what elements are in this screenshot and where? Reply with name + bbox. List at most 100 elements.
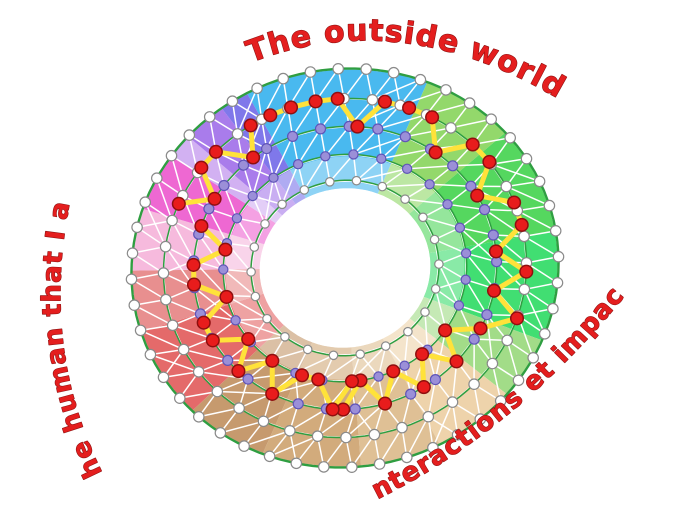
red-node: [514, 217, 529, 232]
mesh-link: [323, 437, 347, 468]
mesh-link: [382, 183, 430, 188]
white-node: [283, 424, 296, 437]
white-node: [485, 113, 497, 125]
red-node: [325, 402, 340, 417]
purple-node: [222, 354, 234, 366]
white-node: [552, 250, 565, 263]
white-node: [512, 374, 525, 387]
red-node: [377, 94, 392, 109]
mesh-link: [465, 279, 488, 316]
mesh-link: [491, 163, 540, 183]
red-node: [377, 396, 393, 411]
purple-node: [320, 151, 331, 162]
white-node: [360, 63, 372, 75]
mesh-link: [183, 348, 228, 362]
white-node: [527, 351, 539, 364]
mesh-link: [458, 305, 475, 340]
purple-node: [429, 374, 441, 386]
white-node: [262, 313, 272, 324]
mesh-link: [406, 416, 429, 458]
white-node: [396, 421, 408, 434]
mesh-link: [196, 172, 210, 210]
purple-node: [372, 123, 384, 135]
mesh-link: [432, 401, 454, 448]
white-node: [351, 175, 362, 186]
white-node: [233, 402, 245, 414]
red-node: [265, 353, 280, 368]
purple-node: [348, 149, 359, 160]
mesh-link: [263, 403, 299, 423]
mesh-link: [496, 261, 525, 290]
purple-node: [261, 143, 273, 155]
label-human-that-i-am-text: The human that I am: [0, 0, 108, 483]
purple-node: [487, 229, 499, 241]
white-node: [332, 63, 344, 75]
white-node: [151, 172, 163, 184]
purple-node: [231, 213, 243, 224]
red-node: [263, 108, 278, 123]
white-node: [518, 283, 531, 296]
purple-node: [454, 222, 466, 233]
mesh-link: [405, 198, 448, 206]
white-node: [324, 177, 335, 187]
red-node: [283, 100, 299, 115]
mesh-link: [473, 384, 482, 420]
purple-node: [481, 309, 493, 321]
white-node: [125, 273, 138, 286]
red-node: [350, 119, 365, 134]
white-node: [131, 221, 143, 234]
nodes-layer: [125, 63, 565, 473]
mesh-link: [222, 268, 256, 298]
mesh-link: [163, 371, 199, 379]
white-node: [400, 451, 413, 464]
purple-node: [292, 158, 304, 170]
white-node: [422, 410, 435, 423]
mesh-link: [265, 108, 289, 149]
red-node: [330, 91, 345, 106]
white-node: [317, 461, 330, 473]
red-node: [241, 332, 256, 347]
red-node: [386, 364, 401, 379]
mesh-link: [289, 408, 327, 432]
mesh-link: [434, 288, 447, 330]
white-node: [500, 180, 513, 193]
white-node: [355, 349, 365, 359]
red-node: [402, 100, 417, 115]
white-node: [290, 457, 303, 470]
white-node: [549, 225, 562, 237]
purple-node: [399, 360, 410, 371]
mesh-link: [526, 262, 558, 284]
white-node: [543, 199, 556, 212]
red-node: [265, 386, 280, 401]
white-node: [340, 431, 352, 444]
red-node: [207, 191, 222, 206]
mesh-link: [345, 403, 385, 439]
mesh-link: [131, 278, 167, 301]
purple-node: [242, 373, 254, 385]
mesh-link: [251, 148, 268, 197]
white-node: [446, 396, 459, 408]
mesh-link: [381, 148, 431, 160]
purple-node: [218, 264, 229, 275]
mesh-link: [434, 329, 447, 380]
white-node: [400, 194, 410, 204]
mesh-link: [450, 118, 492, 129]
purple-node: [453, 300, 465, 311]
red-node: [218, 242, 233, 257]
purple-node: [247, 190, 258, 202]
white-node: [518, 230, 530, 243]
donut-sector-7: [262, 342, 362, 468]
mesh-link: [144, 201, 167, 247]
donut-sector-5: [382, 318, 507, 445]
mesh-link: [250, 336, 285, 343]
mesh-link: [378, 427, 403, 465]
mesh-link: [505, 185, 550, 207]
red-node: [308, 94, 323, 109]
mesh-link: [198, 233, 224, 270]
white-node: [368, 428, 381, 441]
purple-node: [373, 371, 384, 382]
mesh-link: [297, 128, 322, 165]
red-node: [186, 277, 202, 292]
white-node: [302, 344, 313, 355]
